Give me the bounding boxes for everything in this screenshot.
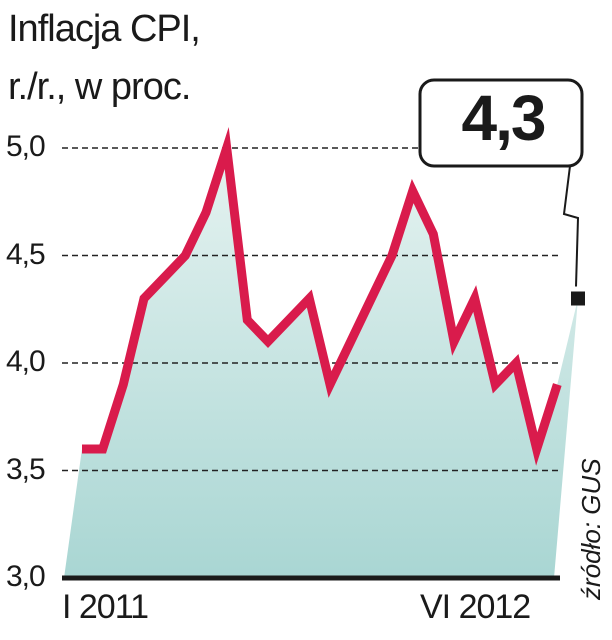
x-tick-end: VI 2012 [420, 588, 531, 626]
chart-subtitle: r./r., w proc. [8, 66, 191, 108]
callout-value: 4,3 [461, 82, 547, 154]
callout-pointer [562, 165, 580, 287]
chart-title: Inflacja CPI, [8, 8, 201, 50]
x-tick-start: I 2011 [62, 588, 149, 626]
y-tick-label: 4,5 [6, 237, 46, 271]
y-tick-label: 3,0 [6, 560, 46, 593]
y-tick-label: 3,5 [6, 452, 46, 486]
y-tick-label: 5,0 [6, 130, 46, 163]
y-tick-label: 4,0 [6, 345, 46, 378]
series-line [82, 126, 562, 466]
source-label: źródło: GUS [576, 458, 606, 600]
callout-bubble [418, 78, 584, 168]
last-point-marker [571, 291, 585, 306]
